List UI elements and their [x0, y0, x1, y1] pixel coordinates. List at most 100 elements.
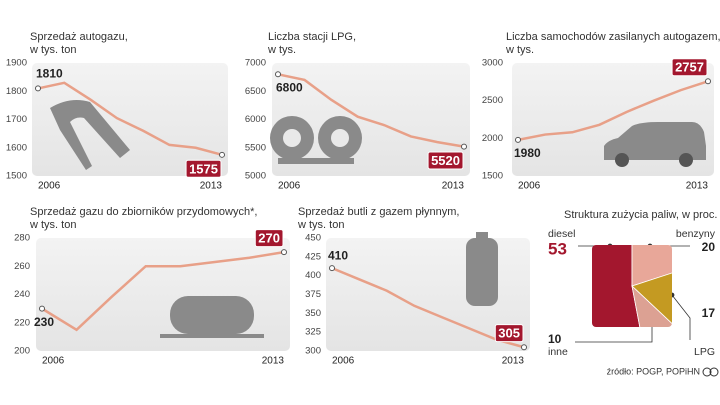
chart-subtitle: w tys. ton [29, 219, 76, 231]
chart-title: Sprzedaż autogazu, [30, 31, 128, 43]
x-tick-label: 2013 [502, 356, 525, 367]
y-tick-label: 1500 [6, 171, 27, 182]
pie [592, 245, 672, 327]
value-label-box [185, 159, 222, 178]
chart-subtitle: w tys. [505, 44, 534, 56]
value-label: 6800 [276, 80, 303, 94]
cc-icon [702, 367, 712, 377]
slice-value: 10 [548, 332, 562, 346]
y-tick-label: 2000 [482, 133, 503, 144]
y-tick-label: 425 [305, 251, 321, 262]
x-tick-label: 2006 [518, 181, 541, 192]
y-tick-label: 7000 [245, 58, 266, 69]
icon-wheel [615, 153, 629, 167]
value-label-box [427, 151, 464, 170]
y-tick-label: 350 [305, 308, 321, 319]
point [705, 78, 711, 85]
value-label: 1980 [514, 146, 541, 160]
point [515, 136, 521, 143]
y-tick-label: 280 [14, 233, 30, 244]
slice-value: 53 [548, 239, 567, 258]
y-tick-label: 450 [305, 233, 321, 244]
point [35, 85, 41, 92]
value-label: 1810 [36, 67, 63, 81]
line [331, 266, 525, 349]
line [277, 73, 465, 148]
y-tick-label: 200 [14, 346, 30, 357]
y-tick-label: 300 [305, 346, 321, 357]
chart-title: Sprzedaż gazu do zbiorników przydomowych… [30, 206, 257, 218]
y-tick-label: 1500 [482, 171, 503, 182]
chart-title: Liczba samochodów zasilanych autogazem, [506, 31, 720, 43]
y-tick-label: 2500 [482, 95, 503, 106]
point [219, 151, 225, 158]
slice-label: diesel [548, 228, 575, 240]
source: źródło: POGP, POPiHN [607, 366, 700, 376]
icon-valve [283, 129, 301, 147]
x-tick-label: 2006 [332, 356, 355, 367]
icon-nozzle [50, 100, 130, 170]
icon-wheel [679, 153, 693, 167]
y-tick-label: 240 [14, 289, 30, 300]
chart-subtitle: w tys. ton [297, 219, 344, 231]
pie-slice [592, 245, 648, 327]
cc-icon [709, 367, 719, 377]
y-tick-label: 400 [305, 270, 321, 281]
x-tick-label: 2013 [200, 181, 223, 192]
line [517, 80, 709, 142]
chart-subtitle: w tys. [267, 44, 296, 56]
y-tick-label: 6500 [245, 86, 266, 97]
y-tick-label: 1700 [6, 114, 27, 125]
y-tick-label: 220 [14, 317, 30, 328]
pie-slice [631, 245, 672, 287]
icon-base [278, 158, 354, 164]
y-tick-label: 5000 [245, 171, 266, 182]
x-tick-label: 2013 [442, 181, 465, 192]
y-tick-label: 375 [305, 289, 321, 300]
icon-car [604, 122, 706, 160]
slice-label: inne [548, 346, 568, 358]
value-label: 1575 [189, 161, 218, 176]
point [461, 143, 467, 150]
y-tick-label: 1900 [6, 58, 27, 69]
value-label: 230 [34, 315, 54, 329]
leader [671, 294, 691, 340]
y-tick-label: 1600 [6, 142, 27, 153]
y-tick-label: 3000 [482, 58, 503, 69]
point [275, 71, 281, 78]
point [329, 265, 335, 272]
icon-tank [170, 296, 254, 334]
icon-cylinder [466, 238, 498, 306]
value-label-box [671, 58, 708, 77]
value-label: 5520 [431, 153, 460, 168]
chart-title: Sprzedaż butli z gazem płynnym, [298, 206, 459, 218]
x-tick-label: 2013 [686, 181, 709, 192]
chart-title: Struktura zużycia paliw, w proc. [564, 209, 717, 221]
slice-value: 20 [702, 240, 716, 254]
chart-title: Liczba stacji LPG, [268, 31, 356, 43]
line [41, 250, 285, 332]
value-label: 270 [258, 231, 280, 246]
x-tick-label: 2006 [278, 181, 301, 192]
icon-base [160, 334, 264, 338]
y-tick-label: 6000 [245, 114, 266, 125]
chart-subtitle: w tys. ton [29, 44, 76, 56]
icon-valve [331, 129, 349, 147]
icons [50, 100, 719, 377]
value-label: 2757 [675, 60, 704, 75]
x-tick-label: 2006 [38, 181, 61, 192]
value-label: 305 [498, 326, 520, 341]
x-tick-label: 2013 [262, 356, 285, 367]
y-tick-label: 1800 [6, 86, 27, 97]
y-tick-label: 5500 [245, 142, 266, 153]
icon-cylinder-top [476, 232, 488, 240]
line [37, 81, 223, 157]
value-label-box [254, 229, 284, 248]
point [521, 344, 527, 351]
y-tick-label: 260 [14, 261, 30, 272]
point [281, 249, 287, 256]
slice-label: LPG [694, 346, 715, 358]
value-label: 410 [328, 248, 348, 262]
